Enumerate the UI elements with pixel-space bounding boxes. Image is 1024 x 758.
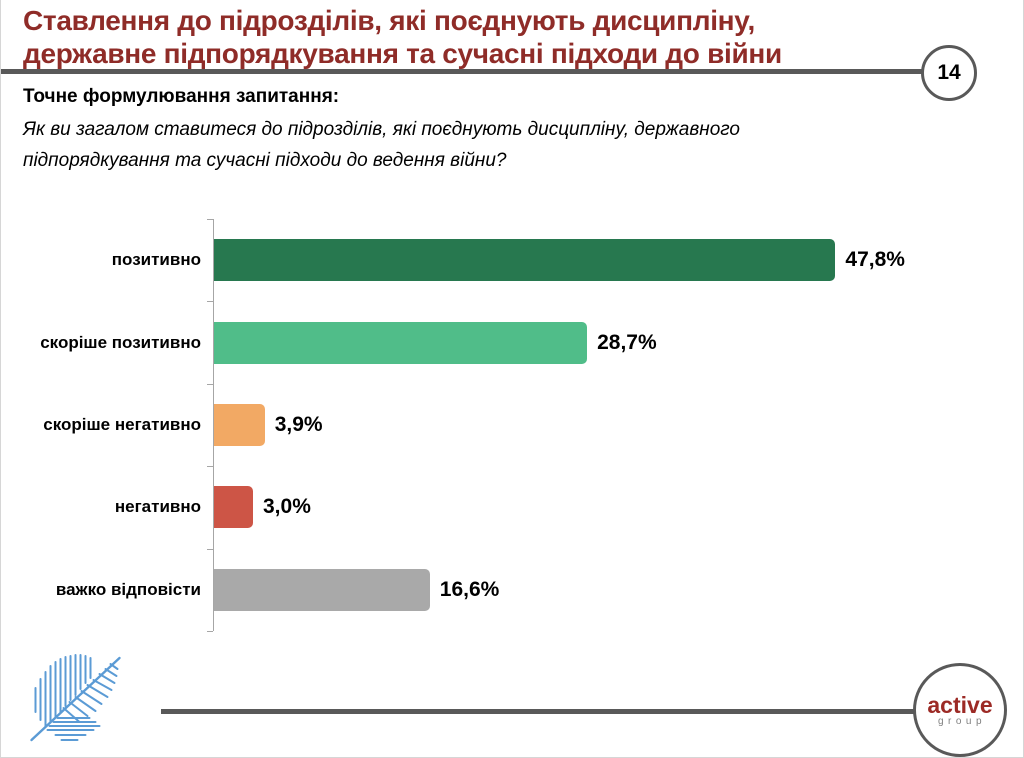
bar (214, 239, 836, 282)
value-label: 16,6% (439, 577, 500, 601)
bar-track: 16,6% (214, 568, 864, 611)
category-label: скоріше негативно (43, 414, 201, 434)
category-axis (207, 219, 214, 632)
bar-track: 3,9% (214, 403, 864, 446)
bar (214, 403, 265, 446)
axis-tick (207, 383, 213, 385)
value-label: 28,7% (597, 330, 657, 354)
page-number-badge: 14 (921, 45, 977, 101)
axis-tick (207, 548, 213, 550)
category-label: скоріше позитивно (40, 332, 201, 352)
bar (214, 568, 430, 611)
axis-tick (207, 219, 213, 220)
bar-row: скоріше позитивно 28,7% (1, 301, 1011, 383)
title-divider (1, 69, 922, 74)
category-label: негативно (114, 497, 201, 517)
page-number: 14 (937, 61, 961, 84)
axis-tick (207, 631, 213, 632)
bar-chart: позитивно 47,8% скоріше позитивно 28,7% скор… (1, 219, 1011, 631)
bar-row: важко відповісти 16,6% (1, 549, 1011, 631)
bar-row: негативно 3,0% (1, 466, 1011, 548)
brand-subtitle: group (937, 715, 987, 727)
leaf-logo (30, 654, 121, 742)
bar-track: 47,8% (214, 239, 905, 282)
category-label: позитивно (111, 250, 201, 270)
bar-track: 28,7% (214, 321, 864, 364)
slide-title: Ставлення до підрозділів, які поєднують … (23, 5, 782, 69)
bar (214, 321, 588, 364)
value-label: 3,0% (263, 495, 311, 519)
question-text: Як ви загалом ставитеся до підрозділів, … (23, 119, 740, 171)
question-heading: Точне формулювання запитання: (23, 86, 340, 107)
brand-name: active (927, 691, 993, 718)
bar-track: 3,0% (214, 486, 864, 529)
category-label: важко відповісти (55, 579, 201, 599)
axis-tick (207, 301, 213, 303)
footer-divider (161, 709, 914, 714)
value-label: 47,8% (845, 248, 905, 272)
bar-row: скоріше негативно 3,9% (1, 384, 1011, 466)
bar-row: позитивно 47,8% (1, 219, 1011, 301)
bar (214, 486, 253, 529)
axis-tick (207, 466, 213, 468)
brand-logo: active group (913, 663, 1007, 757)
value-label: 3,9% (274, 412, 323, 436)
